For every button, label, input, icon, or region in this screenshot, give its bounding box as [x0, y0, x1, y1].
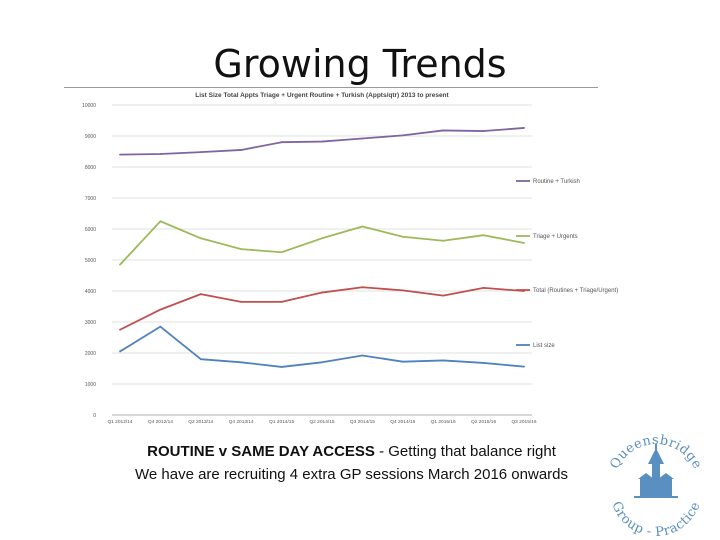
data-point	[321, 291, 323, 294]
data-point	[361, 354, 364, 357]
data-point	[523, 127, 525, 129]
data-point	[240, 300, 243, 303]
data-point	[119, 350, 121, 353]
legend-label: Routine + Turkish	[533, 179, 580, 185]
x-tick-label: Q1 2015/16	[431, 419, 456, 425]
data-point	[159, 308, 162, 311]
data-point	[240, 361, 243, 364]
y-tick-label: 3000	[85, 320, 96, 326]
data-point	[199, 358, 202, 361]
x-tick-label: Q4 2013/14	[229, 419, 254, 425]
data-point	[199, 151, 202, 154]
data-point	[321, 140, 323, 143]
x-tick-label: Q3 2015/16	[511, 419, 536, 425]
caption-line-1: ROUTINE v SAME DAY ACCESS - Getting that…	[0, 443, 703, 460]
data-point	[361, 286, 364, 289]
data-point	[199, 293, 202, 295]
data-point	[442, 239, 445, 242]
y-tick-label: 4000	[85, 289, 96, 295]
data-point	[523, 365, 525, 368]
chart-title: List Size Total Appts Triage + Urgent Ro…	[195, 92, 449, 99]
x-tick-label: Q3 2014/15	[350, 419, 375, 425]
y-tick-label: 2000	[85, 351, 96, 357]
legend-label: List size	[533, 343, 555, 349]
data-point	[240, 149, 243, 151]
legend-label: Triage + Urgents	[533, 234, 578, 240]
data-point	[401, 360, 404, 363]
data-point	[321, 361, 323, 364]
x-tick-label: Q4 2014/15	[390, 419, 415, 425]
data-point	[442, 294, 445, 297]
caption-line-2: We have are recruiting 4 extra GP sessio…	[135, 466, 568, 483]
slide-title: Growing Trends	[213, 42, 507, 86]
series-line	[119, 325, 525, 368]
data-point	[442, 129, 445, 132]
title-divider	[64, 87, 598, 88]
y-tick-label: 10000	[82, 103, 96, 109]
data-point	[280, 366, 283, 368]
data-point	[482, 234, 485, 237]
data-point	[401, 235, 404, 238]
data-point	[119, 328, 121, 331]
data-point	[119, 263, 121, 266]
y-tick-label: 9000	[85, 134, 96, 140]
data-point	[119, 153, 121, 156]
data-point	[523, 242, 525, 244]
data-point	[482, 287, 485, 289]
data-point	[361, 137, 364, 140]
data-point	[159, 153, 162, 155]
data-point	[280, 300, 283, 303]
y-tick-label: 5000	[85, 258, 96, 264]
data-point	[482, 362, 485, 364]
data-point	[240, 248, 243, 251]
data-point	[199, 237, 202, 240]
y-tick-label: 1000	[85, 382, 96, 388]
y-tick-label: 7000	[85, 196, 96, 202]
data-point	[280, 251, 283, 254]
data-point	[482, 130, 485, 132]
data-point	[361, 225, 364, 228]
practice-logo: Queensbridge Group - Practice	[607, 433, 704, 536]
y-tick-label: 0	[93, 413, 96, 419]
line-chart: List Size Total Appts Triage + Urgent Ro…	[82, 92, 618, 425]
data-point	[280, 141, 283, 144]
x-tick-label: Q4 2012/14	[148, 419, 173, 425]
data-point	[401, 289, 404, 292]
caption-bold-text: ROUTINE v SAME DAY ACCESS	[147, 443, 375, 460]
caption-text: - Getting that balance right	[374, 443, 556, 460]
data-point	[159, 220, 162, 223]
x-tick-label: Q2 2015/16	[471, 419, 496, 425]
data-point	[321, 237, 323, 240]
data-point	[159, 325, 162, 328]
y-tick-label: 6000	[85, 227, 96, 233]
data-point	[442, 359, 445, 362]
church-icon	[634, 444, 678, 498]
series-line	[119, 286, 525, 331]
x-tick-label: Q2 2014/15	[309, 419, 334, 425]
logo-text-bottom: Group - Practice	[608, 499, 704, 536]
data-point	[401, 134, 404, 137]
y-tick-label: 8000	[85, 165, 96, 171]
x-tick-label: Q2 2013/14	[188, 419, 213, 425]
x-tick-label: Q1 2014/15	[269, 419, 294, 425]
legend-label: Total (Routines + Triage/Urgent)	[533, 288, 618, 294]
series-line	[119, 220, 525, 266]
x-tick-label: Q1 2012/14	[107, 419, 132, 425]
